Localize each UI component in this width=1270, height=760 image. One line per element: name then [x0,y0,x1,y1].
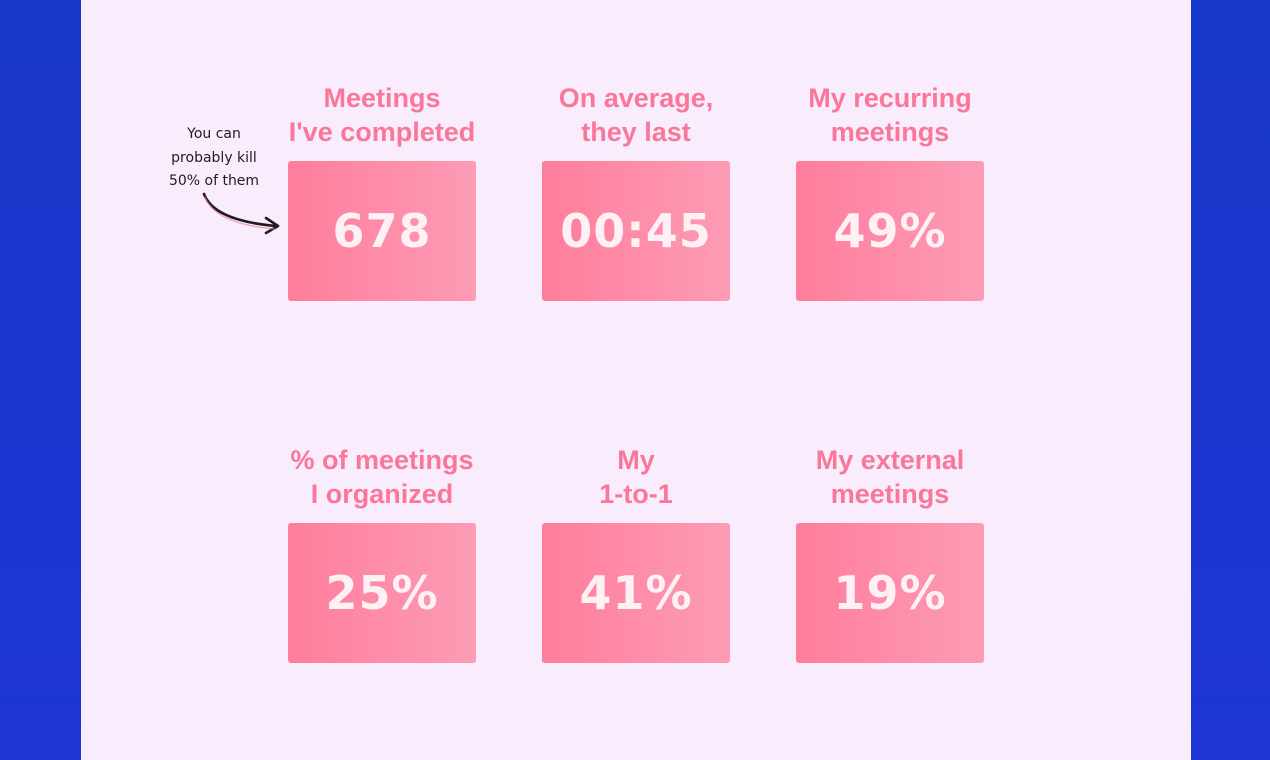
stat-title-line: My [617,445,655,475]
annotation-line: You can [187,126,241,142]
stat-value: 25% [325,566,439,620]
stat-title-line: meetings [830,117,950,147]
stat-value: 41% [579,566,693,620]
stat-title-line: 1-to-1 [599,479,673,509]
stat-card: 678 [288,161,476,301]
stat-card: 19% [796,523,984,663]
stat-title-line: On average, [558,83,714,113]
stat-title: My recurring meetings [756,81,1024,149]
stat-title: My 1-to-1 [502,443,770,511]
stat-value: 49% [833,204,947,258]
stat-title: % of meetings I organized [248,443,516,511]
stat-card: 41% [542,523,730,663]
stat-card: 49% [796,161,984,301]
stat-title-line: they last [581,117,691,147]
stat-card: 00:45 [542,161,730,301]
stat-title: My external meetings [756,443,1024,511]
annotation-line: 50% of them [168,173,260,189]
stat-title-line: My recurring [808,83,972,113]
stat-title: On average, they last [502,81,770,149]
stat-title-line: I've completed [288,117,476,147]
annotation-arrow-icon [202,192,280,235]
stat-value: 678 [332,204,432,258]
stat-title-line: Meetings [323,83,441,113]
annotation-line: probably kill [171,149,257,166]
stat-title-line: % of meetings [290,445,474,475]
stat-title: Meetings I've completed [248,81,516,149]
annotation-note: You can probably kill 50% of them [158,123,270,194]
stat-title-line: I organized [310,479,454,509]
stat-value: 19% [833,566,947,620]
stat-title-line: My external [815,445,965,475]
stat-title-line: meetings [830,479,950,509]
stat-value: 00:45 [560,204,712,258]
stat-card: 25% [288,523,476,663]
